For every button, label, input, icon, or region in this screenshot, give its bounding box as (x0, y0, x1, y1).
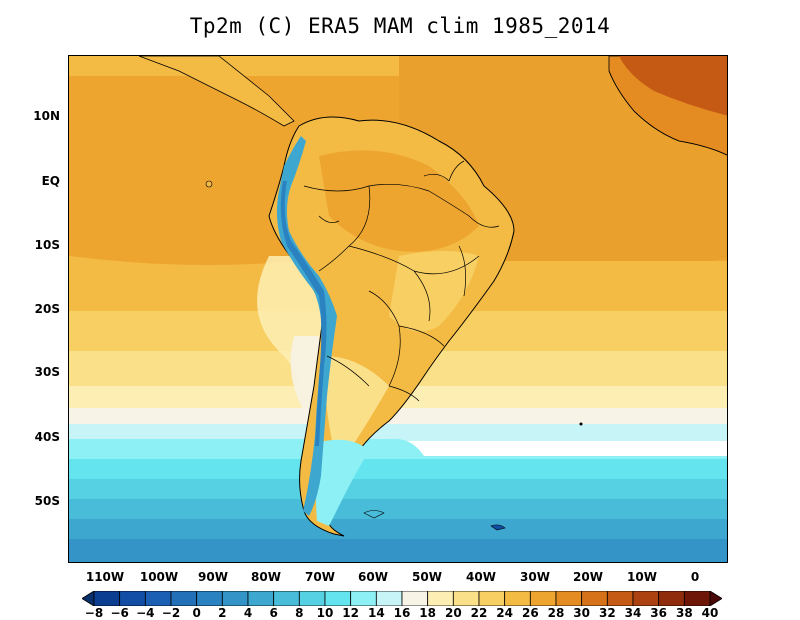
colorbar-tick-label: 16 (393, 606, 411, 620)
lon-label-60w: 60W (358, 570, 388, 584)
country-borders (303, 160, 500, 402)
colorbar-tick-label: 36 (650, 606, 668, 620)
colorbar-swatch (350, 591, 377, 606)
patagonia-cold (315, 439, 369, 526)
colorbar-tick-label: 0 (192, 606, 201, 620)
lon-label-110w: 110W (85, 570, 125, 584)
galapagos (205, 180, 213, 188)
colorbar-swatch (529, 591, 557, 606)
colorbar-swatch (401, 591, 429, 606)
colorbar-tick-label: −4 (136, 606, 155, 620)
southern-cone-cool (324, 356, 389, 451)
lon-label-90w: 90W (198, 570, 228, 584)
lon-label-20w: 20W (573, 570, 603, 584)
colorbar-tick-label: 38 (675, 606, 693, 620)
colorbar-tick-label: 40 (701, 606, 719, 620)
colorbar-swatch (658, 591, 685, 606)
lon-label-0: 0 (690, 570, 700, 584)
lat-label-eq: EQ (41, 174, 60, 188)
colorbar-tick-label: −8 (84, 606, 104, 620)
colorbar (82, 591, 722, 606)
band-43s (69, 459, 727, 481)
colorbar-swatch (170, 591, 198, 606)
colorbar-tick-label: 10 (316, 606, 334, 620)
lon-label-50w: 50W (412, 570, 442, 584)
band-49s (69, 499, 727, 521)
colorbar-swatch (144, 591, 172, 606)
colorbar-tick-label: 12 (342, 606, 360, 620)
map-panel (68, 55, 728, 563)
lon-label-100w: 100W (139, 570, 179, 584)
colorbar-swatch (504, 591, 531, 606)
colorbar-tick-label: 22 (470, 606, 488, 620)
colorbar-swatch (247, 591, 275, 606)
colorbar-swatch (375, 591, 403, 606)
lat-label-10n: 10N (33, 109, 60, 123)
lat-label-20s: 20S (34, 302, 60, 316)
andes-cordillera (276, 136, 337, 516)
chile-coastal-pale (290, 336, 319, 411)
colorbar-swatch (478, 591, 506, 606)
colorbar-swatch (427, 591, 454, 606)
colorbar-swatch (298, 591, 326, 606)
andes-core (280, 181, 327, 446)
tristan-island (579, 422, 583, 426)
colorbar-tick-label: −6 (110, 606, 129, 620)
band-40s (69, 439, 727, 461)
colorbar-tick-label: 6 (269, 606, 278, 620)
lon-label-70w: 70W (305, 570, 335, 584)
sahel-hot (619, 56, 727, 116)
lon-label-30w: 30W (520, 570, 550, 584)
colorbar-tick-label: 26 (521, 606, 539, 620)
colorbar-swatch (324, 591, 352, 606)
colorbar-tick-label: 30 (573, 606, 591, 620)
colorbar-swatch (581, 591, 608, 606)
colorbar-swatch (119, 591, 146, 606)
colorbar-swatch (221, 591, 249, 606)
lat-label-40s: 40S (34, 430, 60, 444)
colorbar-tick-label: 32 (598, 606, 616, 620)
colorbar-tick-label: 24 (496, 606, 514, 620)
band-38s (69, 424, 727, 441)
brazil-highlands (389, 251, 479, 332)
chart-title: Tp2m (C) ERA5 MAM clim 1985_2014 (189, 14, 611, 38)
amazon-basin (319, 150, 479, 252)
colorbar-swatch (632, 591, 660, 606)
band-36s (69, 408, 727, 426)
colorbar-end-high (709, 591, 722, 606)
colorbar-tick-label: 4 (243, 606, 253, 620)
colorbar-swatch (273, 591, 300, 606)
lat-label-50s: 50S (34, 494, 60, 508)
colorbar-swatch (683, 591, 711, 606)
colorbar-tick-label: 14 (367, 606, 385, 620)
band-55s (69, 539, 727, 562)
colorbar-tick-label: 28 (547, 606, 565, 620)
colorbar-tick-label: 20 (444, 606, 462, 620)
colorbar-end-low (82, 591, 95, 606)
colorbar-swatch (606, 591, 634, 606)
colorbar-tick-label: 18 (419, 606, 437, 620)
lat-label-30s: 30S (34, 365, 60, 379)
colorbar-swatch (196, 591, 223, 606)
band-52s (69, 519, 727, 541)
colorbar-tick-label: 34 (624, 606, 642, 620)
colorbar-tick-label: 8 (295, 606, 304, 620)
colorbar-tick-label: −2 (161, 606, 181, 620)
colorbar-swatch (555, 591, 583, 606)
colorbar-swatch (452, 591, 480, 606)
lon-label-80w: 80W (251, 570, 281, 584)
lon-label-10w: 10W (627, 570, 657, 584)
lat-label-10s: 10S (34, 238, 60, 252)
south-georgia (490, 524, 506, 531)
band-46s (69, 479, 727, 501)
lon-label-40w: 40W (466, 570, 496, 584)
central-america (138, 56, 295, 127)
colorbar-swatch (93, 591, 121, 606)
africa-coast (608, 70, 727, 156)
falkland-islands (363, 510, 385, 519)
colorbar-tick-label: 2 (218, 606, 227, 620)
